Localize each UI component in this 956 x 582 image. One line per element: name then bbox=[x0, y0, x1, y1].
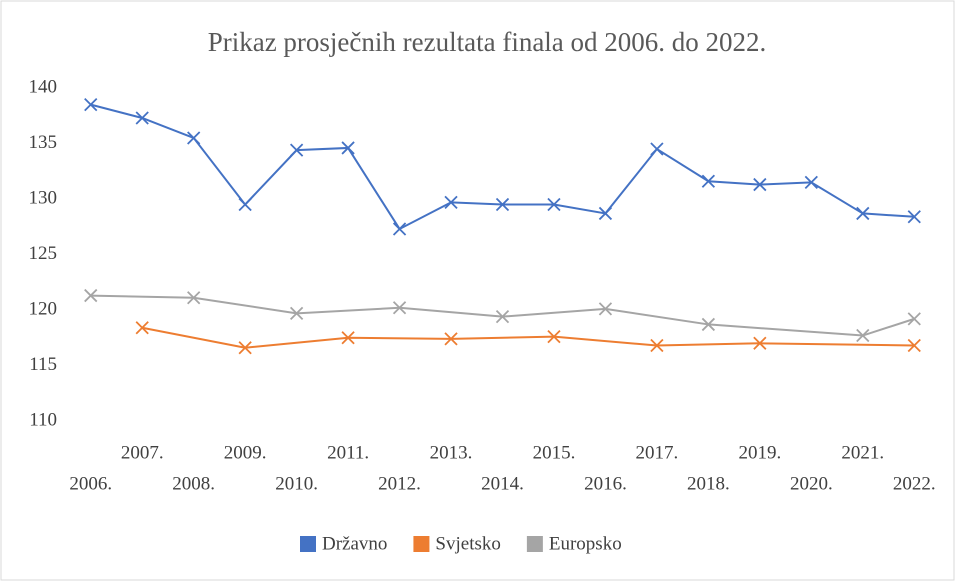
marker bbox=[84, 288, 98, 303]
x-tick-label: 2009. bbox=[224, 442, 267, 463]
marker bbox=[495, 197, 510, 212]
y-tick-label: 140 bbox=[29, 76, 58, 97]
x-tick-label: 2007. bbox=[121, 442, 164, 463]
x-tick-label: 2017. bbox=[636, 442, 679, 463]
marker bbox=[650, 142, 664, 156]
x-tick-label: 2008. bbox=[172, 473, 215, 494]
marker bbox=[341, 141, 355, 155]
marker bbox=[753, 336, 767, 350]
marker bbox=[392, 301, 407, 315]
marker bbox=[804, 175, 818, 189]
marker bbox=[289, 306, 304, 320]
legend-swatch bbox=[526, 536, 543, 552]
chart-title: Prikaz prosječnih rezultata finala od 20… bbox=[208, 27, 767, 57]
marker bbox=[444, 195, 458, 209]
marker bbox=[907, 338, 921, 353]
series-line bbox=[142, 326, 915, 349]
marker bbox=[135, 111, 149, 125]
marker bbox=[547, 330, 561, 344]
y-tick-label: 110 bbox=[29, 409, 57, 430]
x-tick-label: 2018. bbox=[687, 473, 730, 494]
marker bbox=[84, 98, 98, 112]
marker bbox=[856, 206, 870, 221]
marker bbox=[701, 174, 716, 188]
x-tick-label: 2016. bbox=[584, 473, 627, 494]
marker bbox=[187, 291, 201, 305]
marker bbox=[907, 210, 921, 224]
marker bbox=[341, 331, 355, 345]
marker bbox=[598, 302, 613, 316]
marker bbox=[289, 143, 304, 157]
x-tick-label: 2013. bbox=[430, 442, 473, 463]
x-tick-label: 2020. bbox=[790, 473, 833, 494]
x-tick-label: 2012. bbox=[378, 473, 421, 494]
y-tick-label: 125 bbox=[29, 243, 58, 264]
y-tick-label: 135 bbox=[29, 132, 58, 153]
marker bbox=[238, 197, 252, 212]
x-tick-label: 2019. bbox=[738, 442, 781, 463]
x-tick-label: 2006. bbox=[69, 473, 112, 494]
legend-swatch bbox=[300, 536, 316, 552]
y-tick-label: 115 bbox=[29, 354, 57, 375]
x-tick-label: 2014. bbox=[481, 473, 524, 494]
marker bbox=[238, 341, 252, 355]
x-tick-label: 2011. bbox=[327, 442, 369, 463]
marker bbox=[495, 310, 510, 324]
x-tick-label: 2010. bbox=[275, 473, 318, 494]
legend-label: Europsko bbox=[549, 533, 622, 554]
marker bbox=[187, 131, 201, 145]
x-tick-label: 2022. bbox=[893, 473, 936, 494]
marker bbox=[650, 338, 664, 353]
marker bbox=[907, 312, 921, 326]
marker bbox=[392, 222, 407, 236]
marker bbox=[856, 328, 870, 343]
legend-label: Svjetsko bbox=[435, 533, 500, 554]
marker bbox=[444, 332, 458, 346]
y-tick-label: 130 bbox=[29, 187, 58, 208]
marker bbox=[753, 177, 767, 192]
legend-swatch bbox=[413, 536, 430, 552]
x-tick-label: 2021. bbox=[841, 442, 884, 463]
marker bbox=[701, 317, 716, 332]
marker bbox=[547, 197, 561, 212]
x-tick-label: 2015. bbox=[533, 442, 576, 463]
marker bbox=[598, 206, 613, 221]
y-tick-label: 120 bbox=[29, 298, 58, 319]
legend-label: Državno bbox=[322, 533, 387, 554]
marker bbox=[135, 321, 149, 335]
